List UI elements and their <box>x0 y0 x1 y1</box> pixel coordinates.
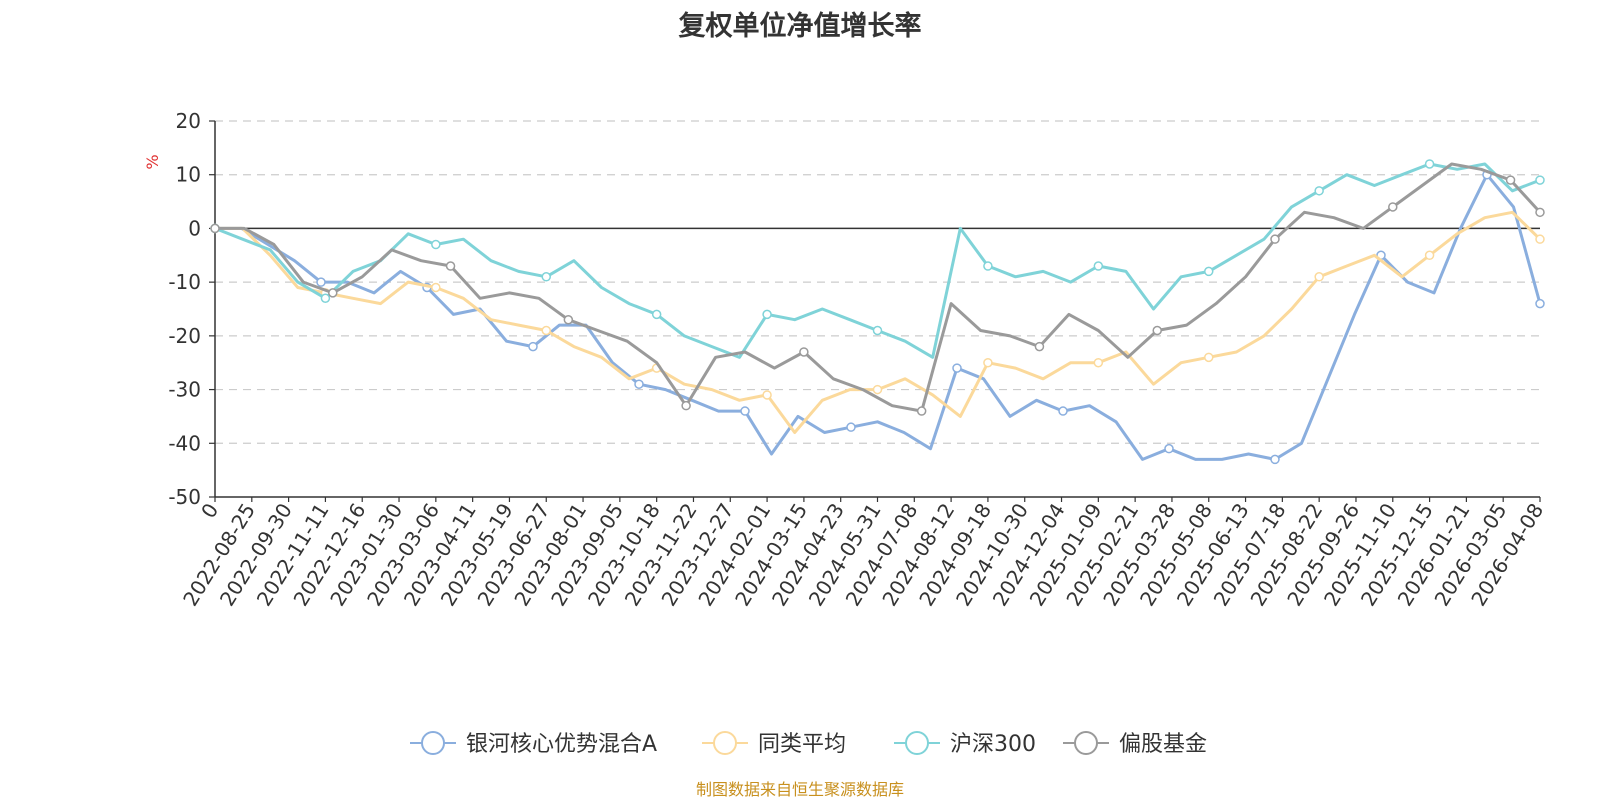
legend-label: 同类平均 <box>758 732 846 757</box>
data-point <box>320 293 331 304</box>
series-line <box>215 210 1542 434</box>
data-point <box>210 223 220 234</box>
data-point <box>1314 272 1324 282</box>
data-point <box>1424 250 1435 261</box>
data-point <box>528 341 538 352</box>
data-point <box>1270 454 1280 465</box>
y-tick-label: -20 <box>168 324 201 348</box>
data-point <box>1152 325 1162 336</box>
data-point <box>1314 186 1324 196</box>
data-point <box>316 277 326 287</box>
source-note: 制图数据来自恒生聚源数据库 <box>695 780 904 799</box>
data-point <box>846 422 856 432</box>
data-point <box>431 282 441 293</box>
y-tick-label: -30 <box>168 378 201 402</box>
x-tick-label: 0 <box>196 499 223 523</box>
data-point <box>1093 261 1104 271</box>
data-point <box>1535 298 1545 309</box>
data-point <box>762 309 772 320</box>
data-point <box>1204 352 1214 363</box>
y-tick-label: 10 <box>176 163 201 187</box>
data-point <box>952 363 962 373</box>
data-point <box>681 400 691 411</box>
data-point <box>872 384 883 395</box>
data-point <box>740 406 750 416</box>
data-point <box>541 272 551 282</box>
series-line <box>215 173 1542 461</box>
data-point <box>1270 234 1280 244</box>
y-tick-label: -50 <box>168 485 201 509</box>
data-point <box>328 288 338 298</box>
data-point <box>1505 175 1516 185</box>
y-axis-unit-label: % <box>143 154 162 169</box>
data-point <box>1164 443 1174 454</box>
data-point <box>1535 175 1545 185</box>
legend-marker <box>713 731 737 755</box>
y-tick-label: -10 <box>168 270 201 294</box>
data-point <box>563 314 574 325</box>
legend-marker <box>1074 731 1098 755</box>
legend-label: 沪深300 <box>950 732 1036 757</box>
data-point <box>431 239 441 250</box>
data-point <box>1535 234 1545 244</box>
legend-marker <box>905 731 929 755</box>
data-point <box>1204 266 1214 277</box>
data-point <box>634 379 644 389</box>
data-point <box>1093 357 1104 368</box>
series-line <box>215 162 1542 413</box>
data-point <box>1424 159 1435 169</box>
data-point <box>762 390 772 400</box>
y-tick-label: -40 <box>168 431 201 455</box>
y-tick-label: 0 <box>188 216 201 240</box>
data-point <box>541 325 551 336</box>
legend-marker <box>421 731 445 755</box>
data-point <box>445 261 456 271</box>
data-point <box>983 261 993 271</box>
data-point <box>872 325 883 336</box>
data-point <box>916 406 927 416</box>
legend-label: 银河核心优势混合A <box>466 732 657 757</box>
legend-label: 偏股基金 <box>1119 732 1207 757</box>
chart-title: 复权单位净值增长率 <box>678 11 922 42</box>
data-point <box>1535 207 1545 218</box>
data-point <box>983 357 993 368</box>
data-point <box>651 309 662 320</box>
data-point <box>799 347 809 357</box>
data-point <box>1034 341 1045 352</box>
y-tick-label: 20 <box>176 109 201 133</box>
data-point <box>1058 406 1068 416</box>
line-chart: 20100-10-20-30-40-50%02022-08-252022-09-… <box>143 109 1548 757</box>
data-point <box>1388 202 1398 212</box>
